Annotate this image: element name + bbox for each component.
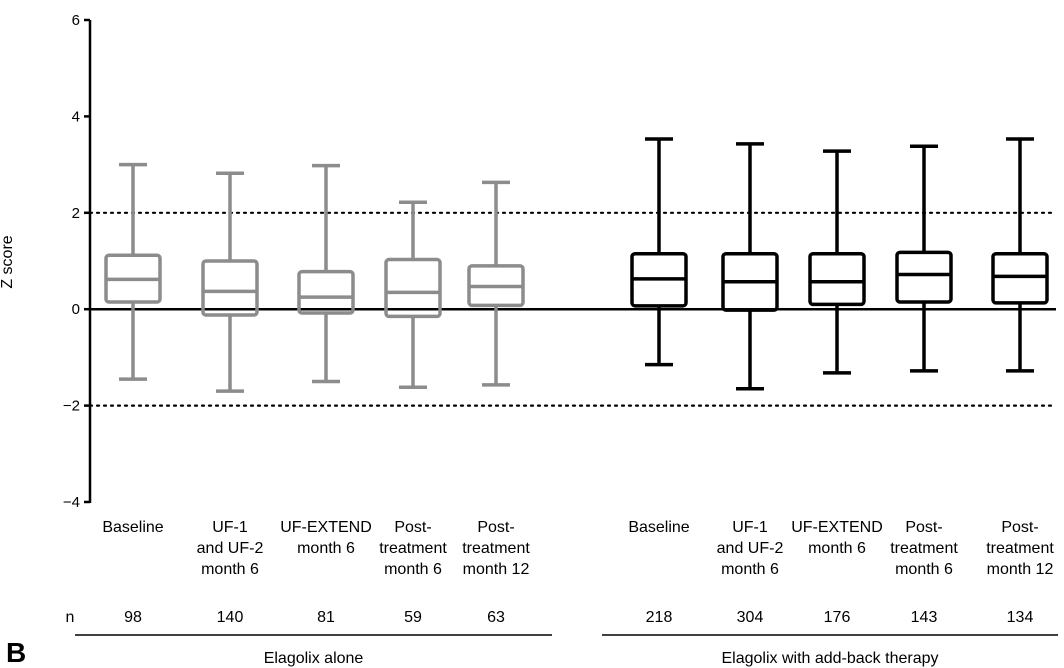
category-label: Baseline xyxy=(628,519,689,536)
category-label-line: UF-1 xyxy=(732,519,768,536)
box-plot-item xyxy=(104,162,162,381)
n-value: 176 xyxy=(824,609,851,626)
group-label: Elagolix alone xyxy=(264,650,364,667)
iqr-box xyxy=(895,250,953,304)
category-label-line: UF-EXTEND xyxy=(791,519,883,536)
plot-area: −4 −2 0 2 4 6 n Baseline 98 UF-1 and UF-2 month 6 14… xyxy=(63,12,1058,667)
category-label: Post-treatment month 6 xyxy=(379,519,447,578)
n-value: 218 xyxy=(646,609,673,626)
category-label-line: month 12 xyxy=(463,561,530,578)
category-label-line: month 12 xyxy=(987,561,1054,578)
n-value: 134 xyxy=(1007,609,1034,626)
category-label-line: UF-1 xyxy=(212,519,248,536)
y-tick-label: −2 xyxy=(63,398,80,415)
category-label-line: and UF-2 xyxy=(717,540,784,557)
y-tick-label: −4 xyxy=(63,494,80,511)
n-value: 143 xyxy=(911,609,938,626)
y-tick-label: 2 xyxy=(72,205,80,222)
iqr-box xyxy=(201,259,259,317)
category-label-line: treatment xyxy=(890,540,958,557)
category-label-line: month 6 xyxy=(721,561,779,578)
y-tick-label: 0 xyxy=(72,301,80,318)
category-label-line: month 6 xyxy=(201,561,259,578)
iqr-box xyxy=(808,252,866,307)
n-value: 98 xyxy=(124,609,142,626)
category-label: Post-treatment month 6 xyxy=(890,519,958,578)
category-label-line: Baseline xyxy=(628,519,689,536)
category-label-line: Post- xyxy=(1001,519,1038,536)
y-axis-label: Z score xyxy=(0,235,16,288)
y-tick-label: 6 xyxy=(72,12,80,29)
category-label-line: month 6 xyxy=(895,561,953,578)
panel-letter: B xyxy=(6,637,26,668)
category-label: Post-treatment month 12 xyxy=(462,519,530,578)
category-label-line: treatment xyxy=(986,540,1054,557)
n-value: 81 xyxy=(317,609,335,626)
box-plot-item xyxy=(201,171,259,393)
category-label: UF-EXTEND month 6 xyxy=(280,519,372,557)
group-label: Elagolix with add-back therapy xyxy=(721,650,938,667)
category-label-line: treatment xyxy=(462,540,530,557)
category-label-line: treatment xyxy=(379,540,447,557)
box-plot-item xyxy=(991,137,1049,373)
box-plot-item xyxy=(808,149,866,375)
box-plot-item xyxy=(895,144,953,373)
category-label-line: month 6 xyxy=(808,540,866,557)
y-tick-label: 4 xyxy=(72,108,80,125)
iqr-box xyxy=(297,269,355,315)
category-label: UF-1 and UF-2 month 6 xyxy=(197,519,264,578)
box-plot-item xyxy=(630,137,688,367)
box-plot-item xyxy=(384,200,442,390)
n-value: 63 xyxy=(487,609,505,626)
category-label-line: Post- xyxy=(905,519,942,536)
iqr-box xyxy=(384,257,442,319)
category-label: UF-EXTEND month 6 xyxy=(791,519,883,557)
category-label-line: month 6 xyxy=(384,561,442,578)
category-label-line: month 6 xyxy=(297,540,355,557)
box-plot-item xyxy=(467,180,525,387)
category-label-line: UF-EXTEND xyxy=(280,519,372,536)
category-label: Post-treatment month 12 xyxy=(986,519,1054,578)
n-value: 304 xyxy=(737,609,764,626)
category-label-line: Post- xyxy=(477,519,514,536)
n-value: 140 xyxy=(217,609,244,626)
box-plot-item xyxy=(721,142,779,391)
box-plot-item xyxy=(297,163,355,384)
category-label-line: Baseline xyxy=(102,519,163,536)
category-label-line: Post- xyxy=(394,519,431,536)
n-value: 59 xyxy=(404,609,422,626)
category-label: Baseline xyxy=(102,519,163,536)
category-label-line: and UF-2 xyxy=(197,540,264,557)
iqr-box xyxy=(991,252,1049,305)
category-label: UF-1 and UF-2 month 6 xyxy=(717,519,784,578)
n-row-label: n xyxy=(66,609,75,626)
